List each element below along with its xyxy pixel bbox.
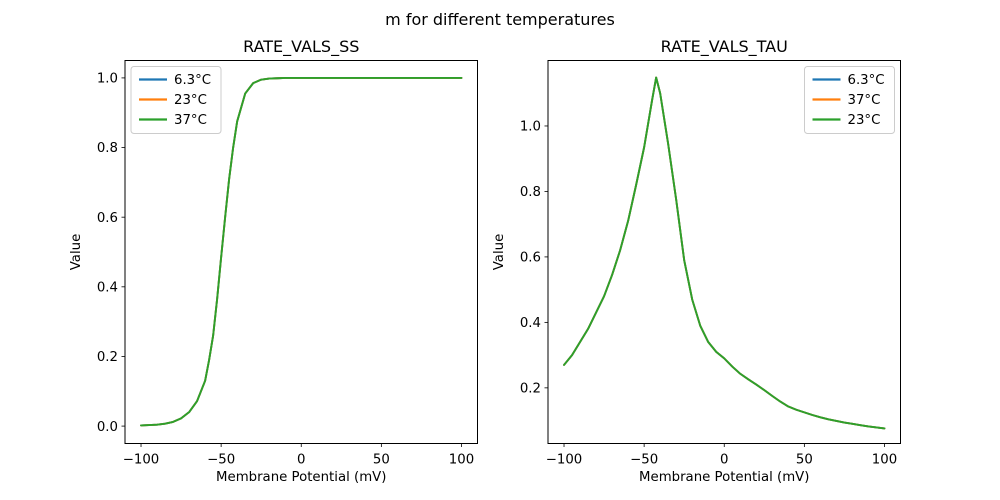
y-tick-label: 0.6 (520, 251, 541, 266)
y-tick-label: 0.2 (520, 382, 541, 397)
y-tick-label: 0.6 (97, 211, 118, 226)
y-tick-label: 1.0 (520, 120, 541, 135)
legend: 6.3°C 23°C 37°C (130, 66, 222, 134)
legend-label: 6.3°C (848, 73, 885, 88)
subplot-title: RATE_VALS_SS (243, 37, 359, 57)
x-tick-label: 100 (872, 453, 897, 468)
y-tick-label: 0.8 (520, 185, 541, 200)
figure-title: m for different temperatures (385, 10, 615, 29)
y-tick-label: 0.4 (97, 281, 118, 296)
legend-box (804, 66, 895, 134)
legend-label: 6.3°C (174, 73, 211, 88)
x-tick-label: 100 (449, 453, 474, 468)
legend-label: 23°C (848, 113, 881, 128)
x-tick-label: 0 (720, 453, 728, 468)
y-axis-label: Value (492, 234, 507, 271)
y-tick-label: 0.2 (97, 350, 118, 365)
y-tick-label: 0.0 (97, 420, 118, 435)
x-axis-label: Membrane Potential (mV) (216, 470, 386, 485)
y-tick-label: 1.0 (97, 72, 118, 87)
legend-label: 23°C (174, 93, 207, 108)
legend: 6.3°C 37°C 23°C (804, 66, 895, 134)
x-axis-label: Membrane Potential (mV) (639, 470, 809, 485)
x-tick-label: −100 (546, 453, 583, 468)
y-axis-label: Value (69, 234, 84, 271)
subplot-title: RATE_VALS_TAU (661, 37, 788, 57)
y-tick-label: 0.4 (520, 316, 541, 331)
legend-box (130, 66, 222, 134)
x-tick-label: 50 (796, 453, 813, 468)
legend-label: 37°C (848, 93, 881, 108)
subplot-ss: −100 −50 0 50 100 0.0 0.2 0.4 0.6 0.8 1.0 Membrane … (69, 37, 478, 485)
legend-label: 37°C (174, 113, 207, 128)
x-tick-label: −100 (123, 453, 160, 468)
subplot-tau: −100 −50 0 50 100 0.2 0.4 0.6 0.8 1.0 Membrane Pot… (492, 37, 901, 485)
series-line-2 (563, 76, 886, 430)
series-line-2 (140, 76, 463, 427)
y-tick-label: 0.8 (97, 141, 118, 156)
x-tick-label: 0 (297, 453, 305, 468)
x-tick-label: −50 (207, 453, 235, 468)
x-tick-label: 50 (373, 453, 390, 468)
x-tick-label: −50 (630, 453, 658, 468)
